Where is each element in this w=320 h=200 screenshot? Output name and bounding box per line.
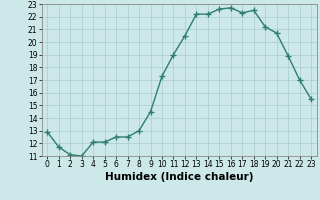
- X-axis label: Humidex (Indice chaleur): Humidex (Indice chaleur): [105, 172, 253, 182]
